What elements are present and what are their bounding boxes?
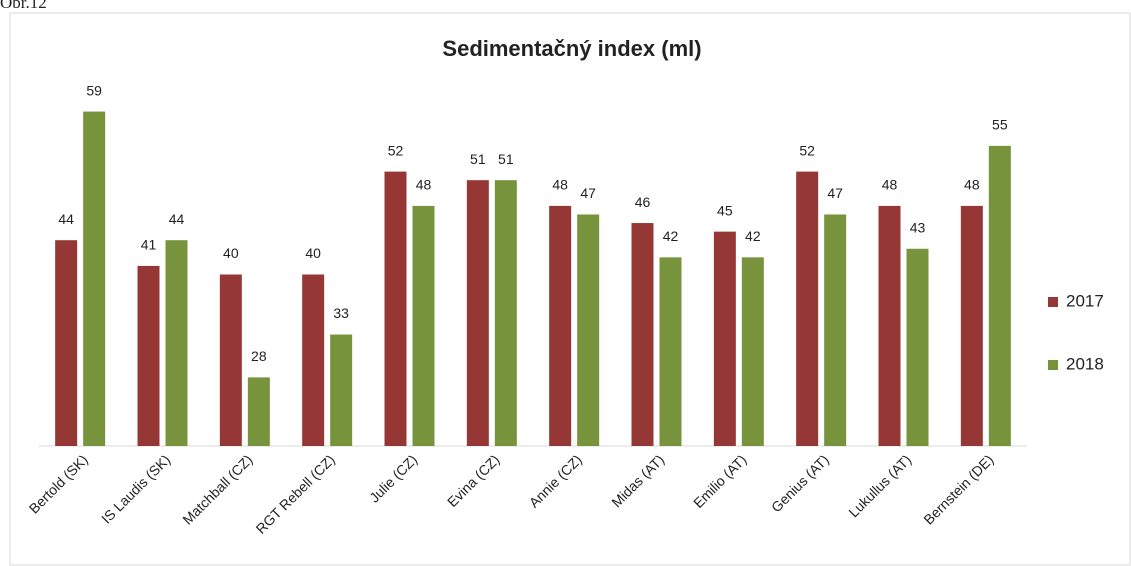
bar — [988, 145, 1011, 446]
data-label: 42 — [663, 228, 679, 244]
data-label: 45 — [717, 202, 733, 218]
x-tick-label: RGT Rebell (CZ) — [253, 451, 338, 536]
x-tick-label: Evina (CZ) — [444, 451, 503, 510]
x-tick-label: Midas (AT) — [608, 451, 667, 510]
x-tick-label: Emilio (AT) — [690, 451, 750, 511]
bar — [384, 171, 407, 446]
chart-title: Sedimentačný index (ml) — [442, 36, 701, 61]
bar — [659, 257, 682, 446]
x-tick-label: Julie (CZ) — [366, 451, 420, 505]
legend-label: 2017 — [1066, 291, 1104, 310]
bar — [906, 248, 929, 446]
bar — [549, 205, 572, 446]
data-label: 48 — [416, 177, 432, 193]
bar — [960, 205, 983, 446]
data-label: 40 — [305, 245, 321, 261]
bar — [878, 205, 901, 446]
legend-swatch — [1048, 360, 1058, 370]
x-tick-label: Bertold (SK) — [26, 451, 91, 516]
data-label: 59 — [86, 82, 102, 98]
data-label: 48 — [964, 177, 980, 193]
legend-label: 2018 — [1066, 354, 1104, 373]
data-label: 55 — [992, 117, 1008, 133]
bar — [165, 240, 188, 446]
bar — [713, 231, 736, 446]
bar — [631, 223, 654, 446]
bar — [55, 240, 78, 446]
bar — [412, 205, 435, 446]
bar — [83, 111, 106, 446]
data-label: 44 — [58, 211, 74, 227]
data-label: 47 — [580, 185, 596, 201]
caption: Obr.12 — [0, 0, 47, 12]
bar — [824, 214, 847, 446]
x-tick-label: Matchball (CZ) — [179, 451, 255, 527]
data-label: 52 — [799, 142, 815, 158]
bar — [137, 265, 160, 446]
x-tick-label: IS Laudis (SK) — [98, 451, 173, 526]
data-label: 43 — [910, 219, 926, 235]
data-label: 51 — [470, 151, 486, 167]
data-label: 40 — [223, 245, 239, 261]
bar — [330, 334, 353, 446]
data-label: 48 — [882, 177, 898, 193]
data-label: 42 — [745, 228, 761, 244]
bar — [219, 274, 242, 446]
bar — [741, 257, 764, 446]
data-label: 48 — [552, 177, 568, 193]
bar — [494, 180, 517, 447]
bar — [466, 180, 489, 447]
x-tick-label: Lukullus (AT) — [845, 451, 914, 520]
x-tick-label: Annie (CZ) — [526, 451, 585, 510]
data-label: 44 — [169, 211, 185, 227]
data-label: 33 — [333, 305, 349, 321]
data-label: 46 — [635, 194, 651, 210]
data-label: 51 — [498, 151, 514, 167]
data-label: 47 — [827, 185, 843, 201]
data-label: 41 — [141, 237, 157, 253]
bar — [247, 377, 270, 446]
legend-swatch — [1048, 297, 1058, 307]
bar — [302, 274, 325, 446]
bar — [796, 171, 819, 446]
data-label: 28 — [251, 348, 267, 364]
data-label: 52 — [388, 142, 404, 158]
x-tick-label: Genius (AT) — [768, 451, 832, 515]
bar — [577, 214, 600, 446]
x-tick-label: Bernstein (DE) — [920, 451, 996, 527]
chart-frame — [9, 12, 1131, 566]
